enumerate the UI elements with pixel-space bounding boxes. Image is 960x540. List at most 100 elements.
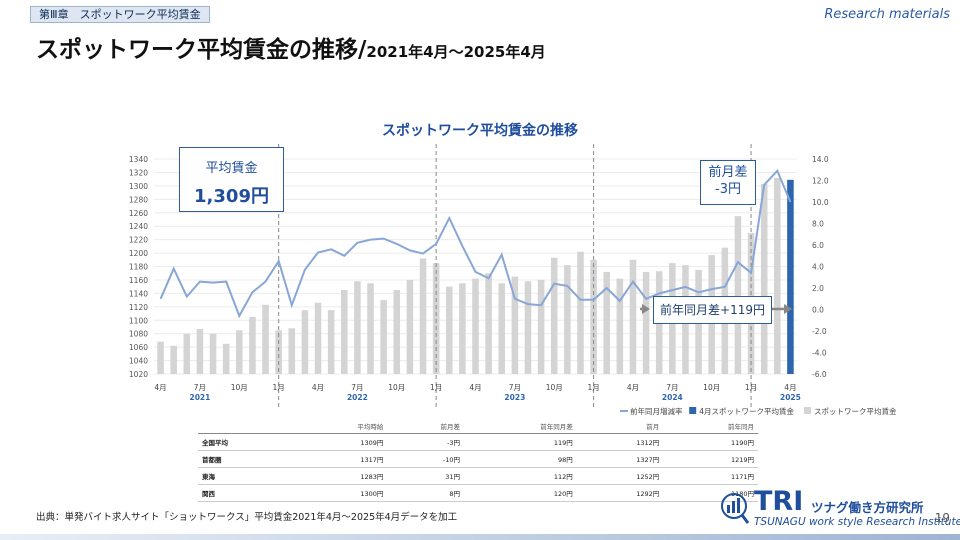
legend-label: スポットワーク平均賃金: [814, 406, 897, 416]
bar: [170, 345, 177, 374]
table-row: 首都圏 1317円 -10円 98円 1327円 1219円: [198, 450, 758, 468]
mom-diff-value: -3円: [715, 182, 741, 197]
y-right-tick: 12.0: [812, 177, 829, 186]
avg-wage-label: 平均賃金: [205, 161, 258, 176]
y-left-tick: 1240: [129, 222, 148, 231]
bar: [380, 300, 387, 374]
page-title-sub: 2021年4月～2025年4月: [366, 43, 546, 61]
y-left-tick: 1120: [129, 303, 148, 312]
bar: [760, 183, 768, 374]
bar: [393, 290, 401, 374]
y-right-tick: 8.0: [812, 220, 824, 229]
summary-table: 平均時給 前月差 前年同月差 前月 前年同月 全国平均 1309円 -3円 119円 1312円…: [198, 419, 758, 502]
bar: [222, 343, 230, 374]
table-region-cell: 関西: [198, 484, 293, 502]
bar: [774, 177, 781, 374]
table-cell: -3円: [387, 433, 464, 451]
avg-wage-value: 1,309円: [194, 186, 269, 207]
bar: [236, 330, 243, 374]
x-tick: 10月: [231, 383, 248, 392]
table-cell: 1292円: [576, 484, 664, 502]
table-header-cell: 平均時給: [292, 419, 388, 434]
x-tick: 4月: [312, 383, 324, 392]
arrow-head-right: [784, 304, 792, 314]
bar: [301, 310, 309, 374]
page-number: 19: [934, 511, 950, 525]
y-right-tick: 14.0: [812, 155, 829, 164]
bar: [537, 279, 545, 374]
y-axis-right-ticks: -6.0 -4.0 -2.0 0.0 2.0 4.0 6.0 8.0 10.0 12.0 14.0: [812, 155, 829, 379]
chart-legend: 前年同月増減率 4月スポットワーク平均賃金 スポットワーク平均賃金: [620, 406, 897, 416]
bar: [209, 333, 217, 374]
y-left-tick: 1320: [129, 168, 148, 177]
table-header-cell: 前年同月差: [464, 419, 577, 434]
bar: [340, 290, 348, 374]
table-cell: 1180円: [663, 484, 758, 502]
bar: [196, 328, 204, 374]
yoy-arrow: [640, 304, 792, 314]
bar: [550, 257, 558, 374]
bar: [419, 258, 427, 374]
x-tick: 10月: [703, 383, 720, 392]
bar: [472, 278, 479, 374]
bar: [590, 259, 597, 374]
table-cell: 1312円: [576, 433, 664, 451]
bar: [183, 333, 191, 374]
y-right-tick: -4.0: [812, 349, 827, 358]
x-tick: 1月: [745, 383, 757, 392]
year-label: 2023: [504, 393, 525, 402]
table-cell: 1190円: [663, 433, 758, 451]
year-label: 2024: [662, 393, 683, 402]
bar: [288, 328, 296, 374]
y-left-tick: 1280: [129, 195, 148, 204]
yoy-rate-line: [159, 168, 792, 319]
legend-label: 4月スポットワーク平均賃金: [699, 406, 794, 416]
year-label: 2021: [189, 393, 210, 402]
table-cell: 1252円: [576, 467, 664, 485]
page-title: スポットワーク平均賃金の推移/2021年4月～2025年4月: [36, 30, 546, 64]
bar: [406, 279, 414, 374]
logo-en: TSUNAGU work style Research Institute: [754, 516, 960, 528]
x-tick: 10月: [388, 383, 405, 392]
table-region-cell: 首都圏: [198, 450, 293, 468]
table-cell: 31円: [387, 467, 464, 485]
table-cell: 1300円: [292, 484, 388, 502]
yoy-diff-callout: 前年同月差+119円: [653, 296, 772, 324]
page-title-main: スポットワーク平均賃金の推移/: [36, 37, 367, 63]
table-header-cell: 前年同月: [663, 419, 758, 434]
bar: [577, 251, 584, 374]
chart-title: スポットワーク平均賃金の推移: [382, 123, 578, 139]
bar: [629, 259, 637, 374]
bar: [787, 179, 794, 374]
tri-logo: TRI ツナグ働き方研究所 TSUNAGU work style Researc…: [714, 486, 960, 532]
x-tick: 7月: [194, 383, 206, 392]
bar: [354, 281, 361, 374]
year-label: 2022: [347, 393, 368, 402]
table-cell: 1283円: [292, 467, 388, 485]
table-row: 全国平均 1309円 -3円 119円 1312円 1190円: [198, 433, 758, 451]
y-right-tick: 4.0: [812, 263, 824, 272]
y-left-tick: 1340: [129, 155, 148, 164]
y-right-tick: -6.0: [812, 370, 827, 379]
y-left-tick: 1220: [129, 236, 148, 245]
x-tick: 1月: [430, 383, 442, 392]
y-right-tick: -2.0: [812, 327, 827, 336]
x-tick: 4月: [784, 383, 796, 392]
bar: [157, 341, 164, 374]
table-header-cell: 前月: [576, 419, 664, 434]
bar: [459, 283, 466, 374]
y-axis-left-ticks: 1020 1040 1060 1080 1100 1120 1140 1160 1180 1200…: [129, 155, 148, 379]
year-label: 2025: [780, 393, 801, 402]
y-right-tick: 0.0: [812, 306, 824, 315]
research-materials-label: Research materials: [824, 7, 950, 22]
bar: [524, 281, 532, 374]
bar: [249, 316, 256, 374]
x-tick: 4月: [154, 383, 166, 392]
table-cell: 1171円: [663, 467, 758, 485]
table-cell: 8円: [387, 484, 464, 502]
bar: [262, 304, 269, 374]
y-left-tick: 1080: [129, 330, 148, 339]
y-right-tick: 6.0: [812, 241, 824, 250]
table-cell: 120円: [464, 484, 577, 502]
mom-diff-label: 前月差: [708, 165, 748, 180]
